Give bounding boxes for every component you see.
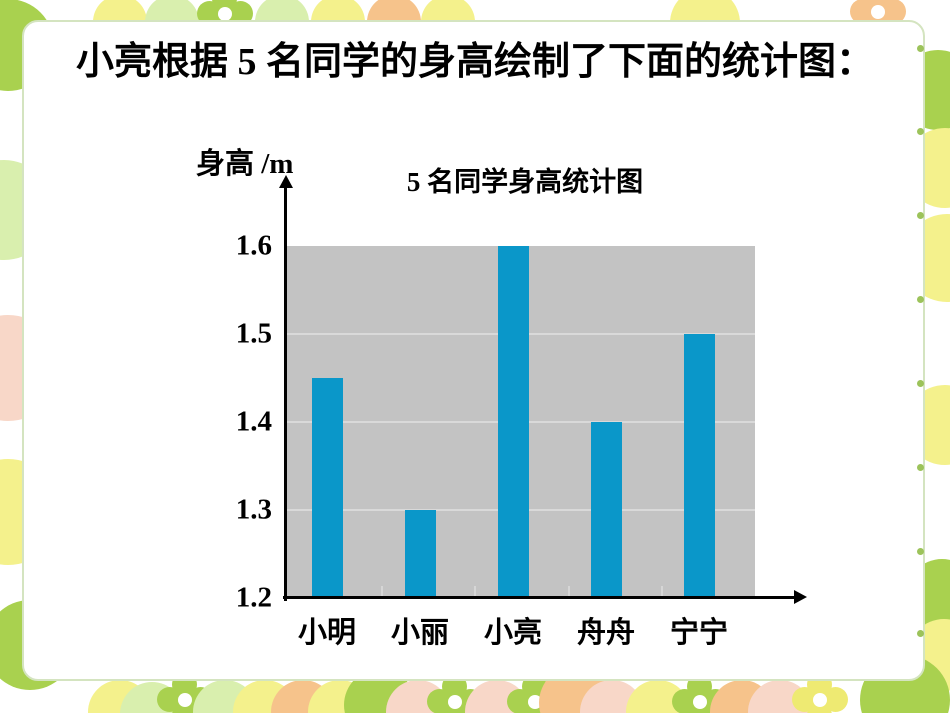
border-dot-icon <box>917 128 924 135</box>
chart-title: 5 名同学身高统计图 <box>406 167 644 197</box>
y-tick-label: 1.4 <box>235 405 272 438</box>
x-axis-tick <box>474 586 477 598</box>
border-dot-icon <box>917 630 924 637</box>
y-axis-arrow-icon <box>279 175 293 188</box>
x-axis-tick <box>567 586 570 598</box>
y-tick-label: 1.6 <box>235 229 272 262</box>
y-tick-label: 1.2 <box>235 581 272 614</box>
bar-宁宁 <box>683 334 715 598</box>
x-axis-tick <box>380 586 383 598</box>
border-dot-icon <box>917 212 924 219</box>
slide-title: 小亮根据 5 名同学的身高绘制了下面的统计图： <box>75 41 874 83</box>
bar-小亮 <box>497 246 529 598</box>
bar-舟舟 <box>590 422 622 598</box>
x-category-label: 小亮 <box>483 617 543 649</box>
border-dot-icon <box>917 45 924 52</box>
x-category-labels: 小明 小丽 小亮 舟舟 宁宁 <box>287 609 755 651</box>
y-tick-label: 1.3 <box>235 493 272 526</box>
border-dot-icon <box>917 296 924 303</box>
x-axis-arrow-icon <box>794 590 807 604</box>
y-axis-label: 身高 /m <box>196 148 294 180</box>
x-category-label: 小明 <box>297 617 357 649</box>
border-dot-icon <box>917 380 924 387</box>
border-dot-icon <box>917 464 924 471</box>
x-category-label: 宁宁 <box>669 617 729 649</box>
x-axis <box>283 590 807 604</box>
x-category-label: 小丽 <box>390 617 450 649</box>
plot-area <box>287 246 755 598</box>
bar-小明 <box>311 378 343 598</box>
y-tick-labels: 1.6 1.5 1.4 1.3 1.2 <box>198 231 272 612</box>
y-axis <box>279 175 293 601</box>
y-tick-label: 1.5 <box>235 317 272 350</box>
bar-小丽 <box>404 510 436 598</box>
x-axis-tick <box>661 586 664 598</box>
border-dot-icon <box>917 548 924 555</box>
x-category-label: 舟舟 <box>576 617 636 649</box>
